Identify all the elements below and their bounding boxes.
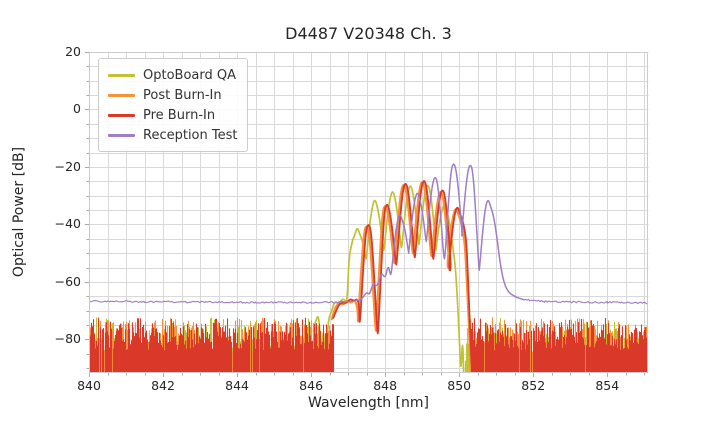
x-tick-label: 844 — [225, 378, 249, 393]
x-tick-label: 854 — [595, 378, 620, 393]
legend-label: Post Burn-In — [143, 87, 222, 103]
legend: OptoBoard QA Post Burn-In Pre Burn-In Recep… — [98, 58, 248, 152]
y-tick-label: 20 — [65, 44, 81, 59]
y-tick-label: 0 — [73, 101, 81, 117]
legend-label: Pre Burn-In — [143, 107, 216, 123]
legend-item: OptoBoard QA — [108, 65, 239, 85]
y-tick-label: −20 — [54, 158, 81, 174]
legend-item: Reception Test — [108, 125, 239, 145]
x-tick-label: 848 — [373, 378, 398, 393]
x-tick-label: 850 — [447, 378, 472, 393]
x-tick-label: 840 — [77, 378, 101, 393]
legend-label: Reception Test — [143, 127, 238, 143]
legend-item: Pre Burn-In — [108, 105, 239, 125]
y-tick-label: −80 — [54, 331, 81, 347]
legend-line-swatch — [108, 133, 135, 137]
y-tick-label: −40 — [54, 216, 81, 232]
legend-line-swatch — [108, 113, 135, 117]
chart-title: D4487 V20348 Ch. 3 — [285, 24, 452, 43]
y-axis-label: Optical Power [dB] — [11, 146, 27, 278]
y-tick-label: −60 — [54, 273, 81, 289]
legend-label: OptoBoard QA — [143, 67, 236, 83]
legend-line-swatch — [108, 73, 135, 77]
x-tick-label: 846 — [299, 378, 324, 393]
x-tick-label: 842 — [151, 378, 175, 393]
x-axis-label: Wavelength [nm] — [308, 395, 429, 411]
legend-item: Post Burn-In — [108, 85, 239, 105]
legend-line-swatch — [108, 93, 135, 97]
x-tick-label: 852 — [521, 378, 546, 393]
